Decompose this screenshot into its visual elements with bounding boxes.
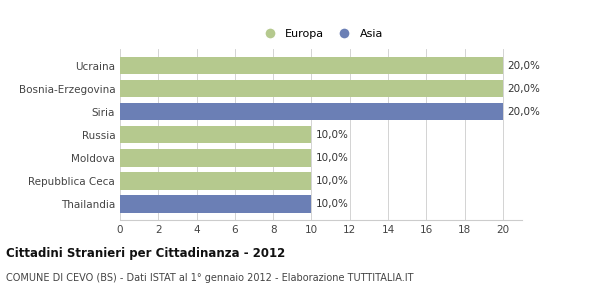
Bar [120, 195, 311, 213]
Text: 20,0%: 20,0% [508, 61, 541, 71]
Bar [120, 103, 503, 120]
Text: 10,0%: 10,0% [316, 199, 349, 209]
Bar [120, 80, 503, 97]
Text: 10,0%: 10,0% [316, 130, 349, 140]
Text: COMUNE DI CEVO (BS) - Dati ISTAT al 1° gennaio 2012 - Elaborazione TUTTITALIA.IT: COMUNE DI CEVO (BS) - Dati ISTAT al 1° g… [6, 273, 413, 283]
Bar [120, 57, 503, 74]
Legend: Europa, Asia: Europa, Asia [254, 24, 388, 43]
Bar [120, 149, 311, 166]
Text: 20,0%: 20,0% [508, 84, 541, 94]
Text: 10,0%: 10,0% [316, 153, 349, 163]
Bar [120, 126, 311, 144]
Text: Cittadini Stranieri per Cittadinanza - 2012: Cittadini Stranieri per Cittadinanza - 2… [6, 247, 285, 260]
Text: 20,0%: 20,0% [508, 107, 541, 117]
Text: 10,0%: 10,0% [316, 176, 349, 186]
Bar [120, 172, 311, 190]
